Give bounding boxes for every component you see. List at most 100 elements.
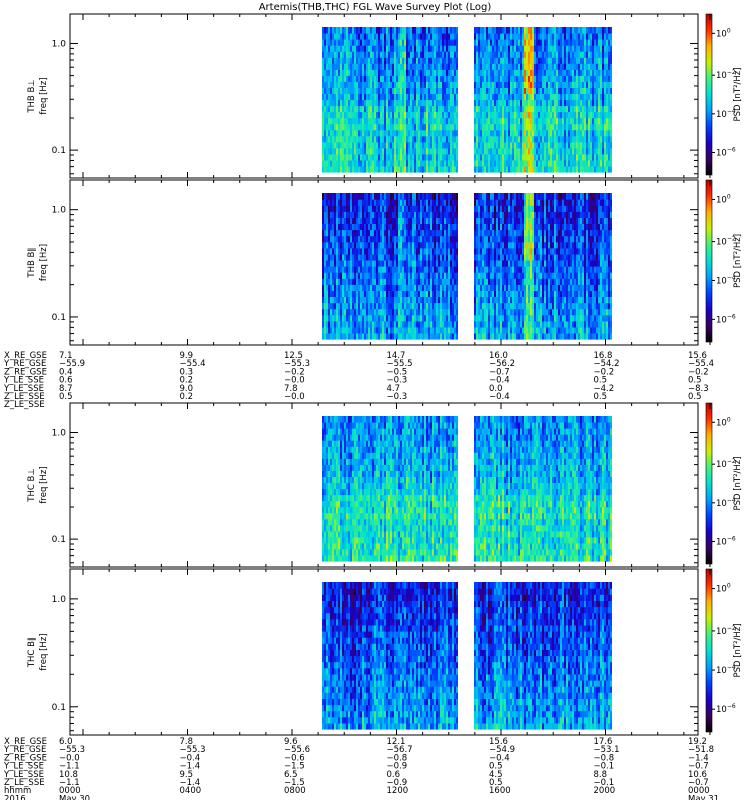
spectrogram-cell — [426, 87, 428, 94]
spectrogram-cell — [358, 81, 360, 88]
spectrogram-cell — [534, 154, 536, 161]
spectrogram-cell — [482, 100, 484, 107]
spectrogram-cell — [588, 33, 590, 40]
spectrogram-cell — [380, 39, 382, 46]
spectrogram-cell — [574, 75, 576, 82]
spectrogram-cell — [338, 278, 340, 285]
spectrogram-cell — [402, 39, 404, 46]
spectrogram-cell — [396, 321, 398, 328]
spectrogram-cell — [556, 33, 558, 40]
spectrogram-cell — [360, 211, 362, 218]
spectrogram-cell — [426, 248, 428, 255]
spectrogram-cell — [550, 57, 552, 64]
spectrogram-cell — [430, 217, 432, 224]
spectrogram-cell — [416, 290, 418, 297]
spectrogram-cell — [490, 75, 492, 82]
spectrogram-cell — [496, 94, 498, 101]
spectrogram-cell — [356, 63, 358, 70]
spectrogram-cell — [426, 199, 428, 206]
spectrogram-cell — [426, 124, 428, 131]
spectrogram-cell — [386, 166, 388, 173]
spectrogram-cell — [604, 106, 606, 113]
spectrogram-cell — [400, 63, 402, 70]
spectrogram-cell — [392, 284, 394, 291]
spectrogram-cell — [390, 112, 392, 119]
spectrogram-cell — [336, 290, 338, 297]
spectrogram-cell — [452, 118, 454, 125]
spectrogram-cell — [490, 106, 492, 113]
spectrogram-cell — [494, 81, 496, 88]
spectrogram-cell — [380, 296, 382, 303]
spectrogram-cell — [402, 142, 404, 149]
spectrogram-cell — [394, 75, 396, 82]
spectrogram-cell — [404, 242, 406, 249]
spectrogram-cell — [550, 160, 552, 167]
spectrogram-cell — [428, 106, 430, 113]
spectrogram-cell — [342, 154, 344, 161]
spectrogram-cell — [520, 87, 522, 94]
spectrogram-cell — [410, 148, 412, 155]
spectrogram-cell — [340, 303, 342, 310]
spectrogram-cell — [344, 112, 346, 119]
spectrogram-cell — [334, 166, 336, 173]
spectrogram-cell — [554, 75, 556, 82]
spectrogram-cell — [604, 124, 606, 131]
spectrogram-cell — [578, 75, 580, 82]
spectrogram-cell — [600, 106, 602, 113]
spectrogram-cell — [450, 148, 452, 155]
spectrogram-cell — [420, 69, 422, 76]
spectrogram-cell — [364, 112, 366, 119]
spectrogram-cell — [364, 94, 366, 101]
spectrogram-cell — [372, 51, 374, 58]
spectrogram-cell — [412, 87, 414, 94]
spectrogram-cell — [342, 112, 344, 119]
spectrogram-cell — [338, 166, 340, 173]
spectrogram-cell — [446, 87, 448, 94]
spectrogram-cell — [402, 248, 404, 255]
spectrogram-cell — [362, 199, 364, 206]
spectrogram-cell — [344, 94, 346, 101]
spectrogram-cell — [598, 63, 600, 70]
spectrogram-cell — [442, 205, 444, 212]
spectrogram-cell — [422, 118, 424, 125]
spectrogram-cell — [392, 199, 394, 206]
spectrogram-cell — [456, 154, 458, 161]
spectrogram-cell — [526, 69, 528, 76]
spectrogram-cell — [334, 63, 336, 70]
spectrogram-cell — [588, 69, 590, 76]
spectrogram-cell — [502, 112, 504, 119]
spectrogram-cell — [450, 303, 452, 310]
spectrogram-cell — [414, 69, 416, 76]
spectrogram-cell — [324, 260, 326, 267]
spectrogram-cell — [598, 75, 600, 82]
spectrogram-cell — [442, 193, 444, 200]
spectrogram-cell — [324, 100, 326, 107]
spectrogram-cell — [566, 118, 568, 125]
spectrogram-cell — [588, 94, 590, 101]
spectrogram-cell — [550, 106, 552, 113]
spectrogram-cell — [350, 160, 352, 167]
spectrogram-cell — [402, 217, 404, 224]
spectrogram-cell — [400, 75, 402, 82]
spectrogram-cell — [424, 193, 426, 200]
spectrogram-cell — [382, 130, 384, 137]
spectrogram-cell — [438, 69, 440, 76]
spectrogram-cell — [388, 160, 390, 167]
spectrogram-cell — [360, 63, 362, 70]
spectrogram-cell — [416, 160, 418, 167]
spectrogram-cell — [382, 236, 384, 243]
spectrogram-cell — [484, 166, 486, 173]
spectrogram-cell — [418, 94, 420, 101]
spectrogram-cell — [398, 266, 400, 273]
spectrogram-cell — [404, 205, 406, 212]
spectrogram-cell — [368, 148, 370, 155]
spectrogram-cell — [430, 112, 432, 119]
spectrogram-cell — [434, 278, 436, 285]
spectrogram-cell — [494, 51, 496, 58]
spectrogram-cell — [450, 94, 452, 101]
spectrogram-cell — [388, 321, 390, 328]
spectrogram-cell — [400, 327, 402, 334]
spectrogram-cell — [420, 160, 422, 167]
spectrogram-cell — [556, 100, 558, 107]
spectrogram-cell — [328, 154, 330, 161]
